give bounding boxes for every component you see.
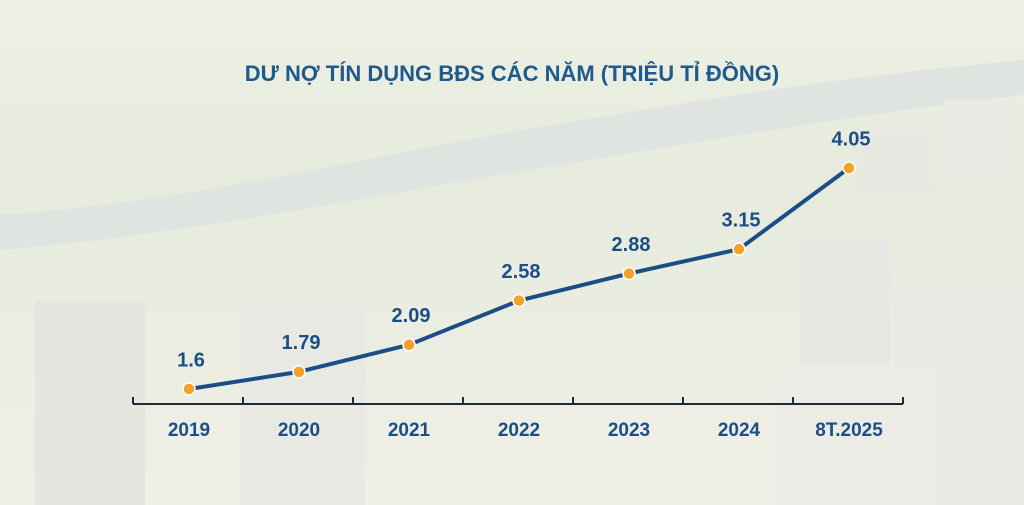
x-tick-label: 2022 [498, 420, 540, 441]
chart-title: DƯ NỢ TÍN DỤNG BĐS CÁC NĂM (TRIỆU TỈ ĐỒN… [245, 61, 779, 86]
value-label: 4.05 [832, 128, 871, 150]
value-label: 3.15 [722, 209, 761, 231]
x-tick-label: 2023 [608, 420, 650, 441]
value-label: 2.09 [392, 305, 431, 327]
x-tick-label: 2021 [388, 420, 431, 441]
value-label: 1.79 [282, 332, 321, 354]
value-label: 1.6 [177, 349, 205, 371]
value-label: 2.58 [502, 261, 541, 283]
data-point [842, 161, 856, 175]
x-tick-label: 2024 [718, 420, 761, 441]
x-tick-label: 2019 [168, 420, 210, 441]
value-label: 2.88 [612, 234, 651, 256]
data-point [182, 382, 196, 396]
x-tick-label: 8T.2025 [815, 420, 883, 441]
data-point [512, 293, 526, 308]
data-point [732, 242, 746, 256]
data-point [292, 365, 306, 379]
x-tick-label: 2020 [278, 420, 320, 441]
data-point [622, 266, 636, 281]
data-point [402, 338, 416, 352]
